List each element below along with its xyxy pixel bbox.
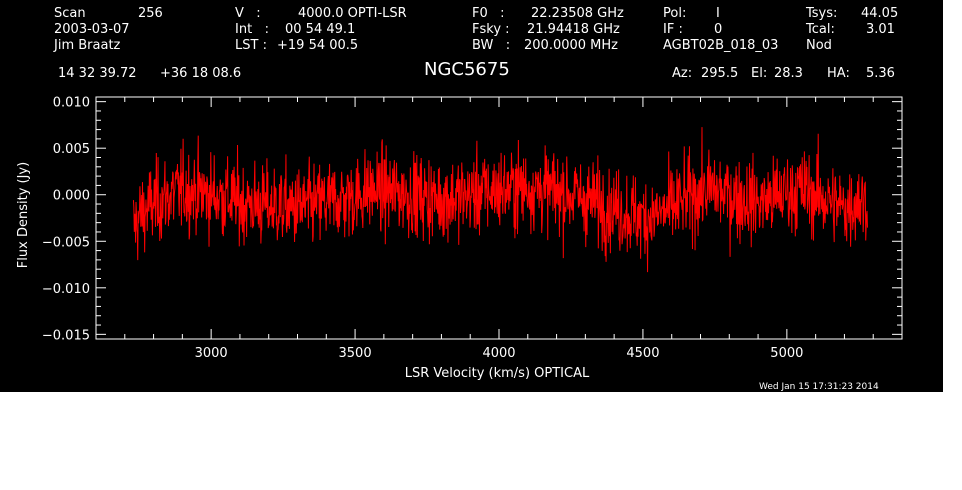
x-axis: 3000 3500 4000 4500 5000 bbox=[95, 97, 903, 361]
az-label: Az: bbox=[672, 66, 693, 81]
bw-value: 200.0000 MHz bbox=[524, 38, 618, 53]
fsky-value: 21.94418 GHz bbox=[527, 22, 620, 37]
if-label: IF : bbox=[663, 22, 683, 37]
el-value: 28.3 bbox=[774, 66, 803, 81]
spectrum-chart: 3000 3500 4000 4500 5000 −0.015 −0.010 −0.005 0… bbox=[16, 96, 903, 381]
y-tick-label: −0.010 bbox=[42, 282, 90, 297]
tsys-label: Tsys: bbox=[806, 6, 838, 21]
x-axis-label: LSR Velocity (km/s) OPTICAL bbox=[405, 366, 590, 381]
f0-label: F0 : bbox=[472, 6, 505, 21]
x-tick-label: 3500 bbox=[339, 346, 372, 361]
pol-value: I bbox=[716, 6, 720, 21]
el-label: El: bbox=[751, 66, 768, 81]
ha-value: 5.36 bbox=[866, 66, 895, 81]
plot-panel: Scan 256 V : 4000.0 OPTI-LSR F0 : 22.235… bbox=[0, 0, 943, 392]
x-tick-label: 4000 bbox=[482, 346, 515, 361]
right-ascension: 14 32 39.72 bbox=[58, 66, 137, 81]
if-value: 0 bbox=[714, 22, 723, 37]
scan-label: Scan bbox=[54, 6, 86, 21]
x-tick-label: 3000 bbox=[195, 346, 228, 361]
y-tick-label: 0.000 bbox=[53, 189, 90, 204]
fsky-label: Fsky : bbox=[472, 22, 510, 37]
x-tick-label: 4500 bbox=[626, 346, 659, 361]
lst-value: +19 54 00.5 bbox=[277, 38, 359, 53]
az-value: 295.5 bbox=[701, 66, 739, 81]
observation-date: 2003-03-07 bbox=[54, 22, 130, 37]
int-value: 00 54 49.1 bbox=[285, 22, 356, 37]
int-label: Int : bbox=[235, 22, 269, 37]
y-axis: −0.015 −0.010 −0.005 0.000 0.005 0.010 bbox=[42, 96, 902, 343]
scan-value: 256 bbox=[138, 6, 163, 21]
bw-label: BW : bbox=[472, 38, 511, 53]
y-tick-label: 0.010 bbox=[53, 96, 90, 111]
spectrum-line bbox=[132, 127, 868, 273]
ha-label: HA: bbox=[827, 66, 850, 81]
y-axis-label: Flux Density (Jy) bbox=[16, 162, 31, 268]
tsys-value: 44.05 bbox=[861, 6, 899, 21]
velocity-value: 4000.0 OPTI-LSR bbox=[298, 6, 407, 21]
tcal-label: Tcal: bbox=[806, 22, 835, 37]
velocity-label: V : bbox=[235, 6, 261, 21]
f0-value: 22.23508 GHz bbox=[531, 6, 624, 21]
source-name: NGC5675 bbox=[424, 59, 510, 80]
tcal-value: 3.01 bbox=[866, 22, 895, 37]
y-tick-label: −0.005 bbox=[42, 235, 90, 250]
plot-timestamp: Wed Jan 15 17:31:23 2014 bbox=[759, 382, 879, 392]
observer-name: Jim Braatz bbox=[54, 38, 121, 53]
observing-mode: Nod bbox=[806, 38, 832, 53]
x-tick-label: 5000 bbox=[770, 346, 803, 361]
lst-label: LST : bbox=[235, 38, 267, 53]
pol-label: Pol: bbox=[663, 6, 687, 21]
y-tick-label: −0.015 bbox=[42, 328, 90, 343]
project-id: AGBT02B_018_03 bbox=[663, 38, 779, 53]
spectrum-trace bbox=[132, 127, 868, 273]
y-tick-label: 0.005 bbox=[53, 142, 90, 157]
declination: +36 18 08.6 bbox=[160, 66, 242, 81]
